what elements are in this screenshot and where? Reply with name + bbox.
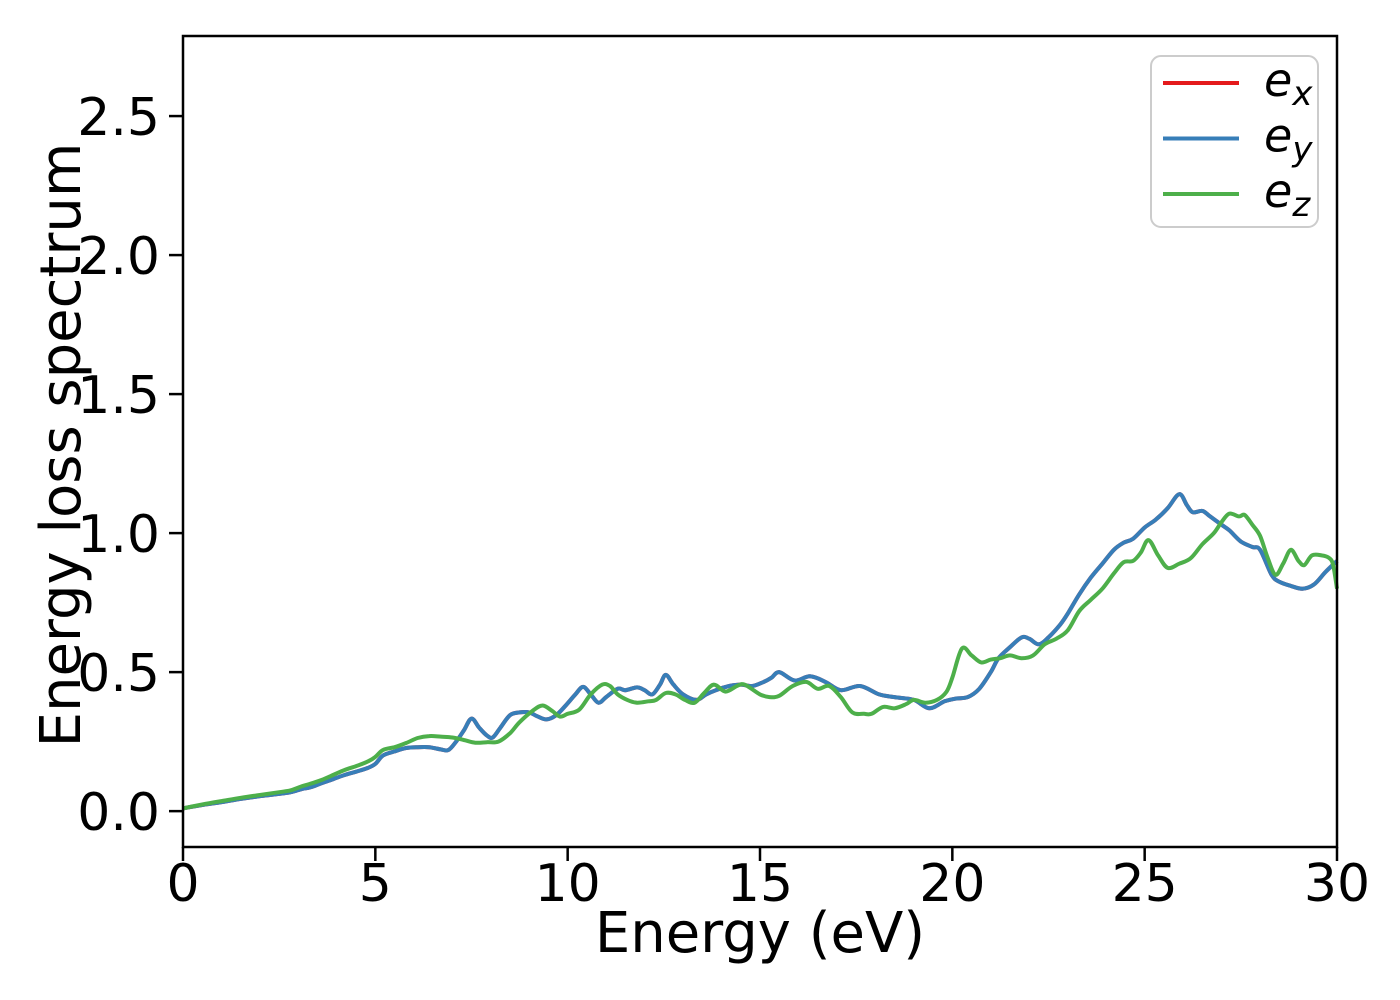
x-tick-label: 0 xyxy=(166,854,199,914)
y-axis-ticks: 0.0 0.5 1.0 1.5 2.0 2.5 xyxy=(77,88,183,843)
legend-label-subscript: z xyxy=(1291,185,1311,225)
y-tick-label: 1.5 xyxy=(77,366,160,426)
series-line-e_y xyxy=(182,492,1339,811)
y-tick-label: 2.5 xyxy=(77,88,160,148)
y-tick-label: 0.0 xyxy=(77,783,160,843)
y-axis-label: Energy loss spectrum xyxy=(29,143,94,748)
x-tick-label: 20 xyxy=(919,854,985,914)
x-tick-label: 15 xyxy=(727,854,793,914)
x-tick-label: 10 xyxy=(535,854,601,914)
series-line-e_z xyxy=(182,511,1339,811)
x-axis-label: Energy (eV) xyxy=(595,901,925,966)
series-lines xyxy=(182,492,1339,811)
x-tick-label: 25 xyxy=(1112,854,1178,914)
legend-label: ez xyxy=(1264,164,1311,225)
legend-box xyxy=(1150,55,1319,228)
legend-label-subscript: y xyxy=(1291,130,1313,170)
legend-label-subscript: x xyxy=(1291,74,1313,114)
x-axis-ticks: 0 5 10 15 20 25 30 xyxy=(166,847,1370,914)
y-tick-label: 2.0 xyxy=(77,227,160,287)
legend-item-e_z: ez xyxy=(1163,164,1311,225)
x-tick-label: 30 xyxy=(1304,854,1370,914)
y-tick-label: 0.5 xyxy=(77,644,160,704)
x-tick-label: 5 xyxy=(359,854,392,914)
y-tick-label: 1.0 xyxy=(77,505,160,565)
series-line-e_x xyxy=(182,492,1339,811)
